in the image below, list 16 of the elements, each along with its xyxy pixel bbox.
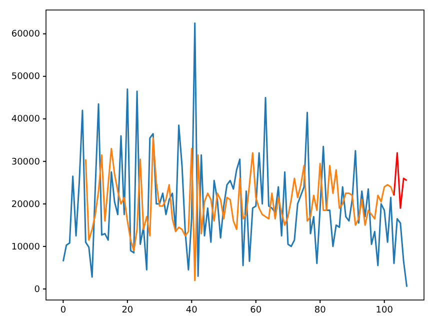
line-series [393,152,408,209]
x-tick-label: 60 [250,305,262,316]
x-tick-label: 0 [60,305,66,316]
x-tick-label: 100 [376,305,394,316]
y-tick-label: 0 [34,284,40,295]
y-tick-label: 40000 [11,114,40,125]
x-tick-label: 40 [186,305,198,316]
y-tick-label: 20000 [11,200,40,210]
x-tick-label: 80 [314,305,326,316]
line-series [84,137,395,282]
line-series [62,22,408,288]
x-tick-label: 20 [122,305,134,316]
y-tick-label: 60000 [11,30,40,40]
y-tick-label: 50000 [11,72,40,82]
y-tick-label: 30000 [11,157,40,168]
y-tick-label: 10000 [11,242,40,252]
